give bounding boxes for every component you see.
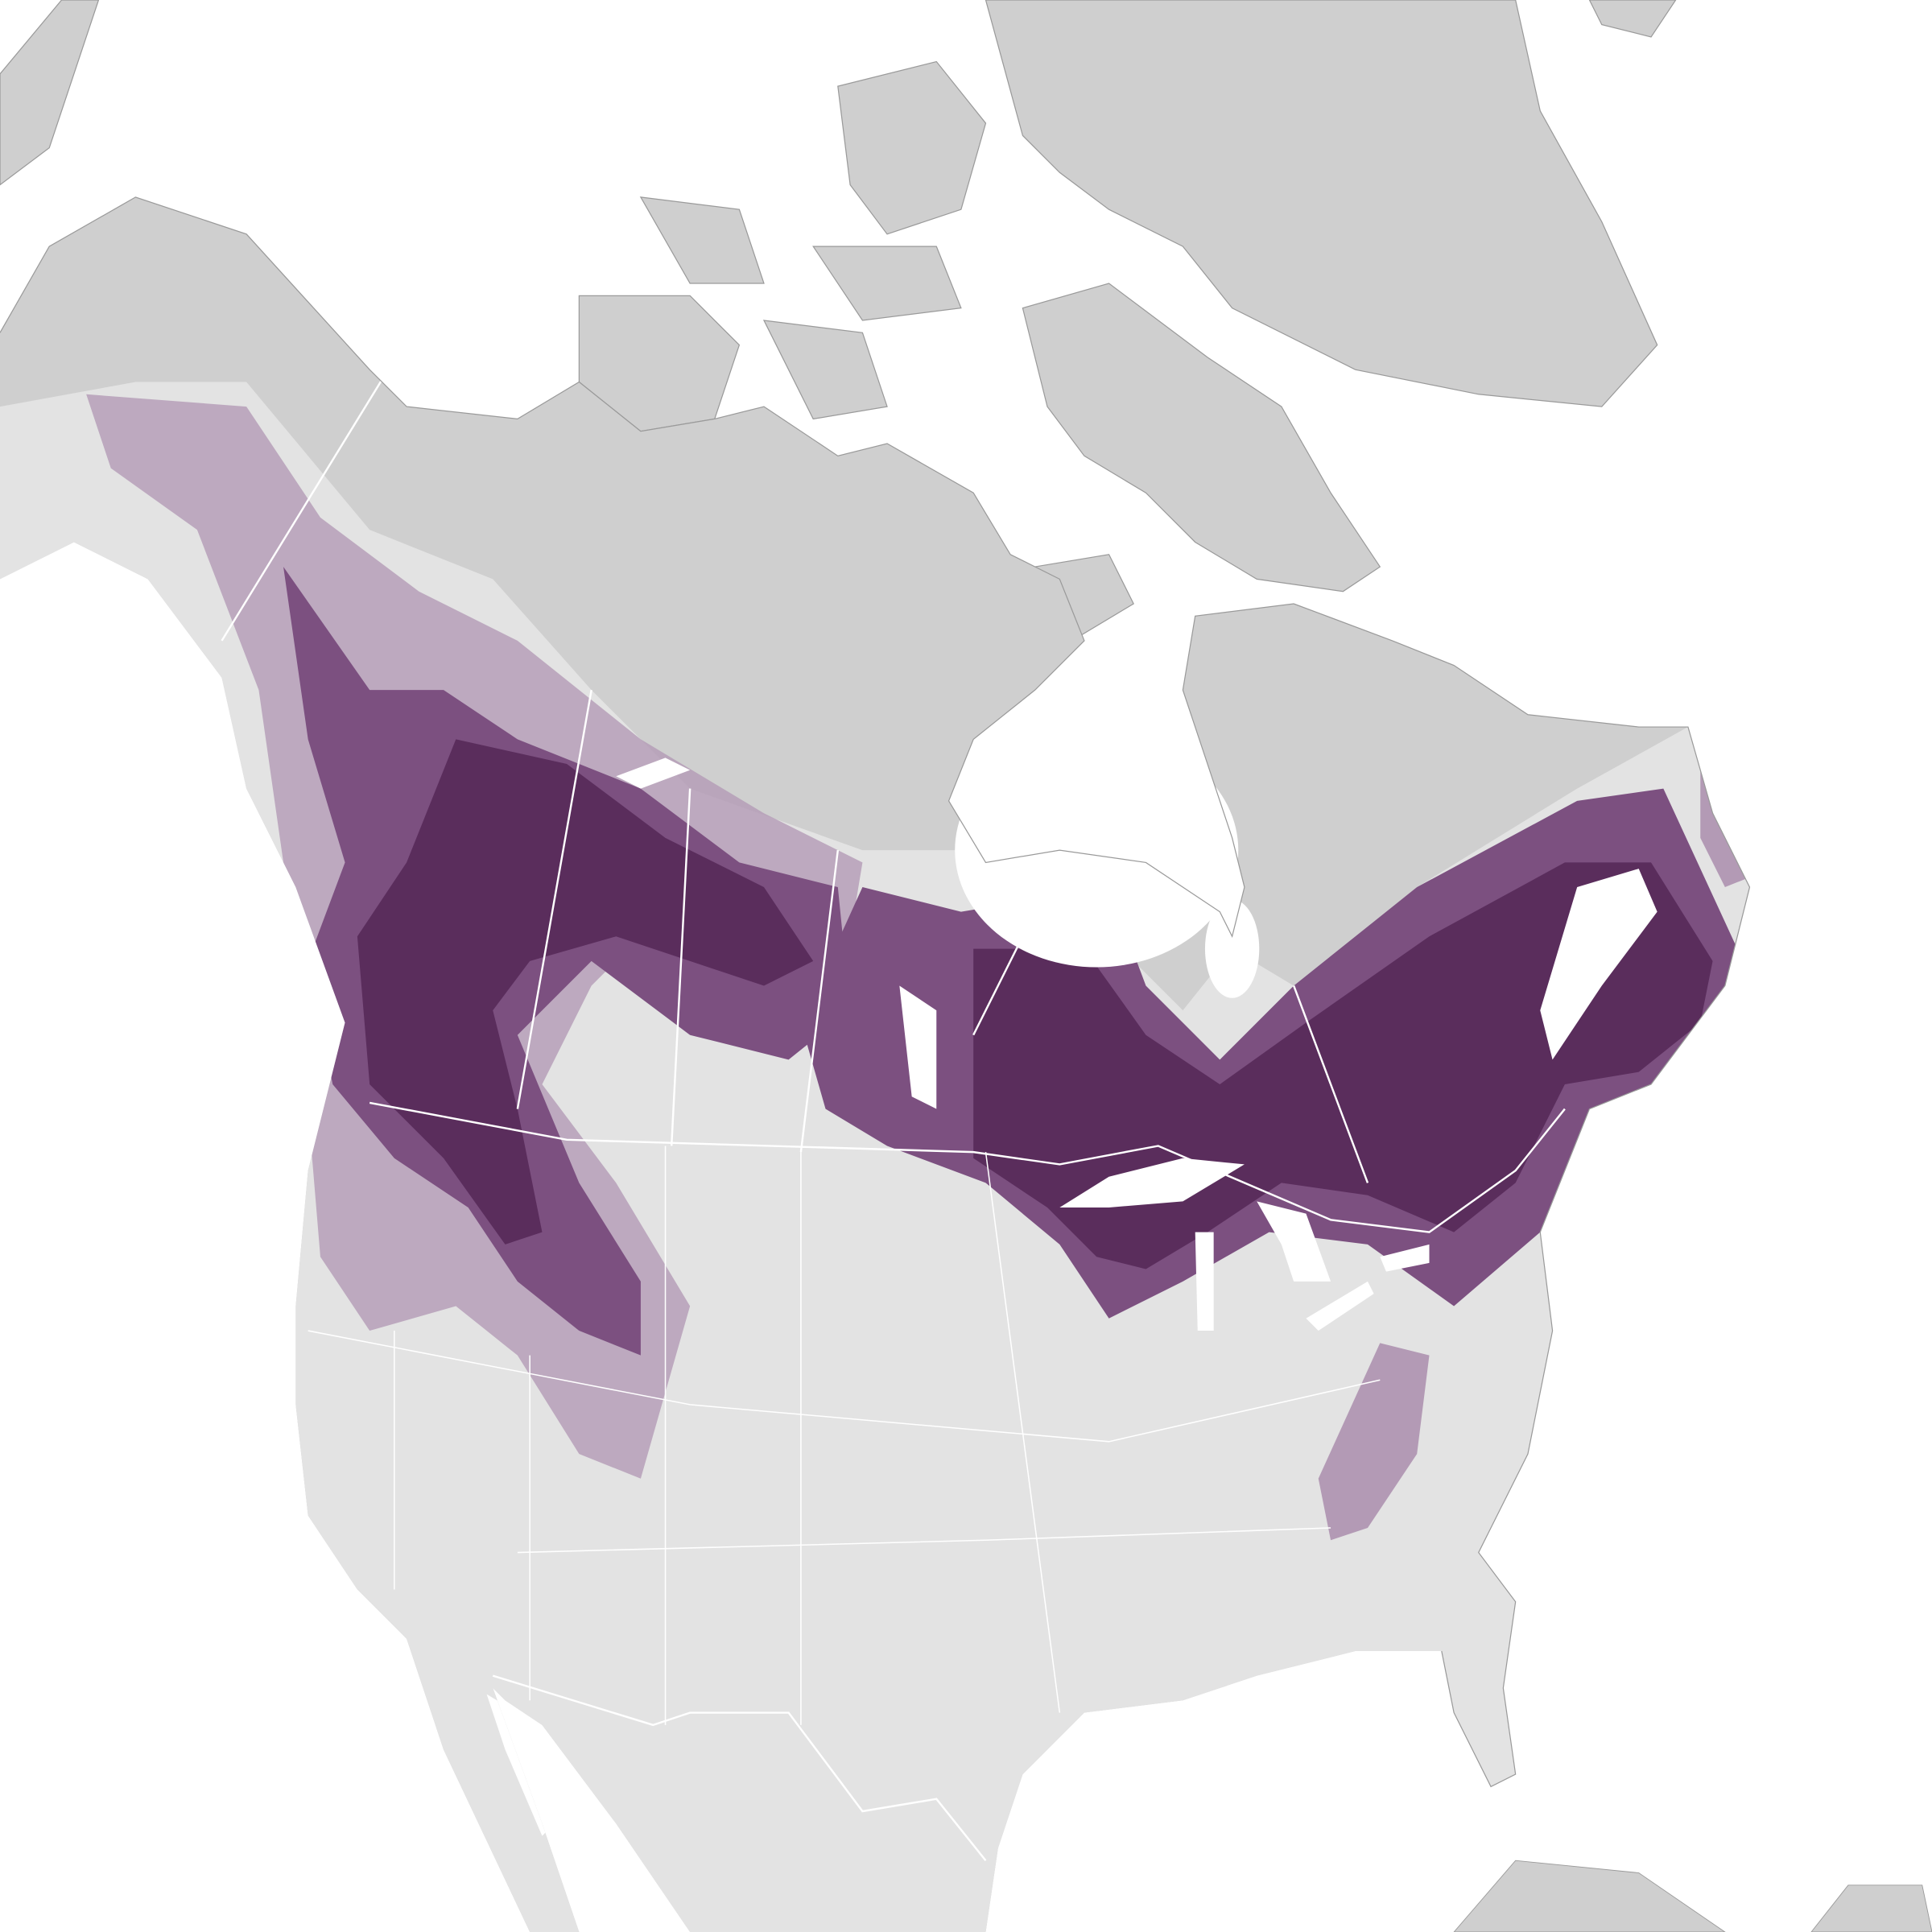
lake-huron xyxy=(1257,1201,1331,1282)
abundance-west-medium xyxy=(283,567,851,1356)
lake-winnipeg xyxy=(899,985,937,1109)
alaska-canada-border xyxy=(221,369,390,642)
abundance-appalachian-low xyxy=(1318,1343,1430,1541)
hispaniola xyxy=(1810,1885,1932,1932)
james-bay xyxy=(1204,899,1260,998)
us-state-borders xyxy=(308,1146,1381,1725)
lake-erie xyxy=(1306,1281,1374,1331)
ellesmere-island xyxy=(837,60,987,235)
great-slave-lake xyxy=(616,758,691,789)
lake-ontario xyxy=(1380,1244,1430,1272)
us-canada-border xyxy=(369,1101,1566,1233)
abundance-west-high xyxy=(357,739,814,1245)
caribbean-islands xyxy=(1453,1860,1932,1932)
cuba xyxy=(1453,1860,1726,1932)
political-borders xyxy=(221,369,1566,1861)
devon-island xyxy=(812,246,962,321)
lake-michigan xyxy=(1195,1232,1214,1331)
us-mexico-border xyxy=(492,1674,987,1861)
gulf-of-st-lawrence xyxy=(1540,869,1657,1060)
baffin-island xyxy=(1022,283,1381,592)
canada-provincial-borders xyxy=(516,689,1369,1183)
somerset-island xyxy=(762,320,888,420)
lake-superior xyxy=(1059,1158,1245,1208)
arctic-land xyxy=(0,0,1677,642)
banks-island xyxy=(639,196,765,284)
greenland xyxy=(985,0,1658,407)
mainland-coastline xyxy=(0,196,1751,1788)
alaska-north-coast xyxy=(0,0,100,186)
iceland-edge xyxy=(1588,0,1677,38)
